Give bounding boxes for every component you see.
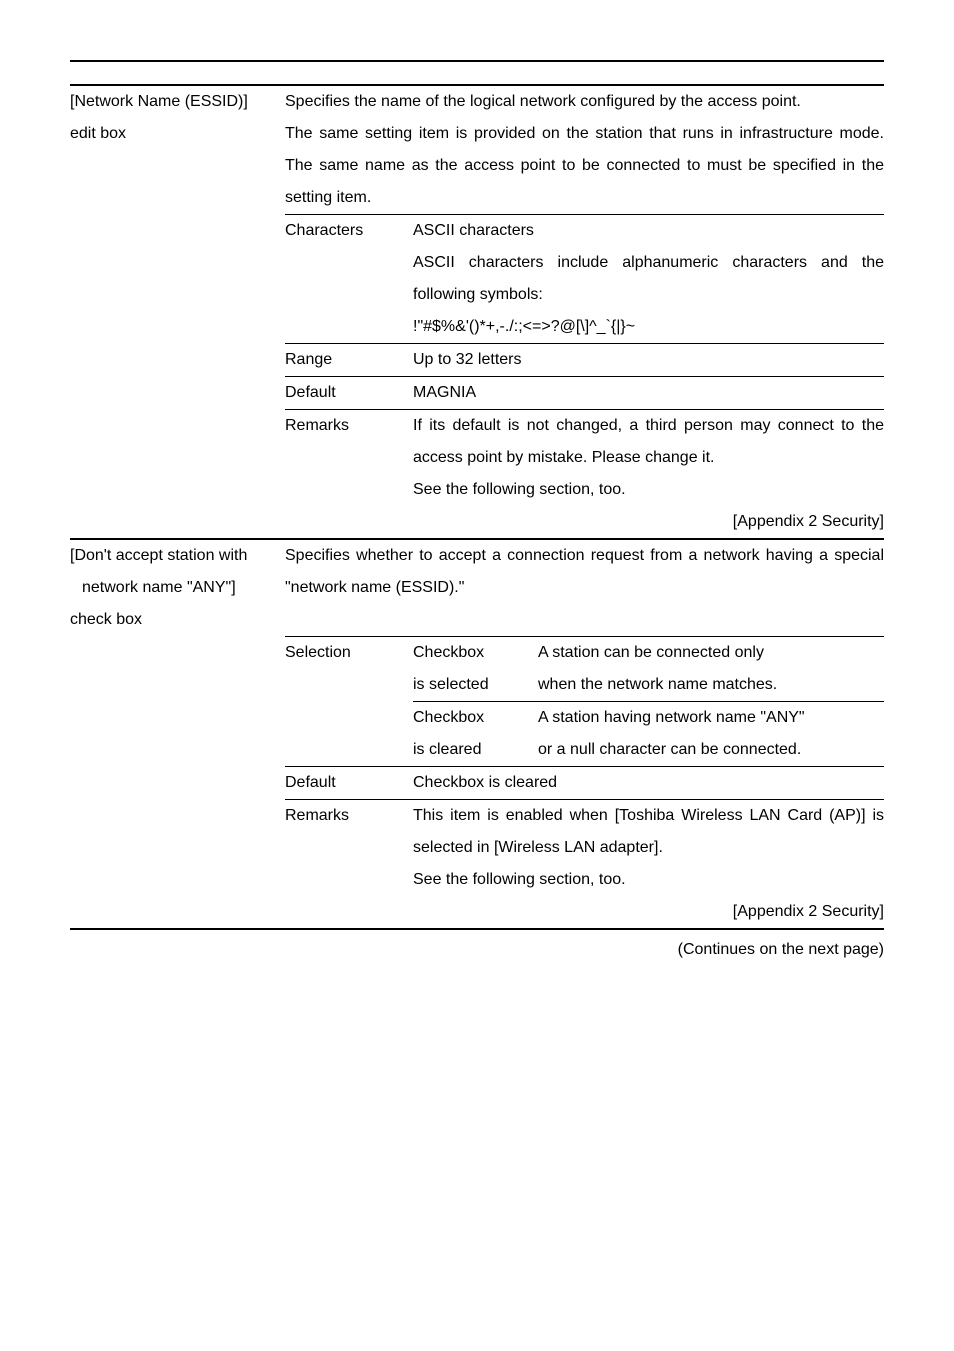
remarks-label-2: Remarks — [285, 799, 413, 929]
remarks1-line1: If its default is not changed, a third p… — [413, 410, 884, 474]
selection-label: Selection — [285, 636, 413, 766]
selection-inner-row: is cleared or a null character can be co… — [413, 734, 884, 766]
default-value-2: Checkbox is cleared — [413, 766, 884, 799]
default-value-1: MAGNIA — [413, 377, 884, 410]
selection-inner-table: Checkbox A station can be connected only… — [413, 637, 884, 766]
remarks-label-1: Remarks — [285, 410, 413, 540]
page: [Network Name (ESSID)] edit box Specifie… — [0, 0, 954, 1351]
remarks1-line2: See the following section, too. — [413, 474, 884, 506]
default-label-2: Default — [285, 766, 413, 799]
selection-inner-row: Checkbox A station can be connected only — [413, 637, 884, 669]
section2-label-1: [Don't accept station with — [70, 540, 285, 572]
section1-desc-1: Specifies the name of the logical networ… — [285, 86, 884, 118]
selection-inner-row: is selected when the network name matche… — [413, 669, 884, 702]
section2-remarks-row: Remarks This item is enabled when [Toshi… — [70, 799, 884, 929]
sel-r4c2: or a null character can be connected. — [538, 734, 884, 766]
remarks2-line1: This item is enabled when [Toshiba Wirel… — [413, 800, 884, 864]
section1-default-row: Default MAGNIA — [70, 377, 884, 410]
section2-desc-1: Specifies whether to accept a connection… — [285, 540, 884, 604]
remarks1-ref: [Appendix 2 Security] — [413, 506, 884, 538]
sel-r4c1: is cleared — [413, 734, 538, 766]
continues-note: (Continues on the next page) — [70, 934, 884, 966]
range-value: Up to 32 letters — [413, 344, 884, 377]
remarks2-line2: See the following section, too. — [413, 864, 884, 896]
section1-range-row: Range Up to 32 letters — [70, 344, 884, 377]
section2-selection-row: Selection Checkbox A station can be conn… — [70, 636, 884, 766]
sel-r2c1: is selected — [413, 669, 538, 702]
characters-label: Characters — [285, 215, 413, 344]
default-label-1: Default — [285, 377, 413, 410]
spec-table: [Network Name (ESSID)] edit box Specifie… — [70, 84, 884, 930]
section1-remarks-row: Remarks If its default is not changed, a… — [70, 410, 884, 540]
section1-desc-row: [Network Name (ESSID)] edit box Specifie… — [70, 85, 884, 215]
section1-characters-row: Characters ASCII characters ASCII charac… — [70, 215, 884, 344]
sel-r3c1: Checkbox — [413, 701, 538, 734]
section1-label-1: [Network Name (ESSID)] — [70, 86, 285, 118]
sel-r1c2: A station can be connected only — [538, 637, 884, 669]
remarks2-ref: [Appendix 2 Security] — [413, 896, 884, 928]
section2-label-3: check box — [70, 604, 285, 636]
sel-r1c1: Checkbox — [413, 637, 538, 669]
section2-default-row: Default Checkbox is cleared — [70, 766, 884, 799]
top-rule — [70, 60, 884, 62]
section1-label-2: edit box — [70, 118, 285, 150]
characters-line3: !"#$%&'()*+,-./:;<=>?@[\]^_`{|}~ — [413, 311, 884, 343]
characters-line2: ASCII characters include alphanumeric ch… — [413, 247, 884, 311]
selection-inner-row: Checkbox A station having network name "… — [413, 701, 884, 734]
sel-r3c2: A station having network name "ANY" — [538, 701, 884, 734]
section2-label-2: network name "ANY"] — [70, 572, 285, 604]
characters-line1: ASCII characters — [413, 215, 884, 247]
sel-r2c2: when the network name matches. — [538, 669, 884, 702]
section1-desc-2: The same setting item is provided on the… — [285, 118, 884, 214]
range-label: Range — [285, 344, 413, 377]
section2-desc-row: [Don't accept station with network name … — [70, 539, 884, 636]
